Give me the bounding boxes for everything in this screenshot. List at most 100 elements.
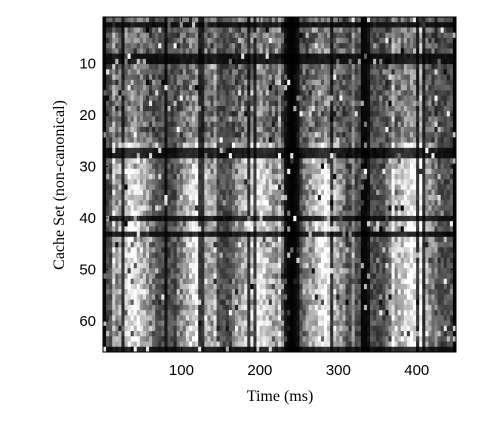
heatmap-cell <box>434 147 438 154</box>
heatmap-cell <box>425 179 429 185</box>
heatmap-cell <box>336 236 340 243</box>
heatmap-cell <box>207 126 211 133</box>
heatmap-cell <box>400 43 405 49</box>
heatmap-cell <box>305 100 310 107</box>
heatmap-cell <box>302 17 306 23</box>
heatmap-cell <box>382 69 386 75</box>
heatmap-cell <box>234 43 239 49</box>
heatmap-cell <box>400 27 405 34</box>
heatmap-cell <box>271 37 276 44</box>
heatmap-cell <box>351 205 356 212</box>
heatmap-cell <box>152 205 156 212</box>
heatmap-cell <box>124 174 128 180</box>
heatmap-cell <box>127 17 132 23</box>
heatmap-cell <box>287 121 291 128</box>
heatmap-cell <box>139 43 144 49</box>
heatmap-cell <box>173 79 178 86</box>
heatmap-cell <box>305 158 310 164</box>
heatmap-cell <box>379 215 383 222</box>
heatmap-cell <box>253 105 257 112</box>
heatmap-cell <box>133 43 138 49</box>
heatmap-cell <box>277 32 282 39</box>
heatmap-cell <box>130 132 135 138</box>
heatmap-cell <box>277 53 282 60</box>
heatmap-cell <box>201 184 205 191</box>
heatmap-cell <box>247 17 251 23</box>
heatmap-cell <box>351 27 356 34</box>
heatmap-cell <box>449 111 454 117</box>
heatmap-cell <box>118 32 122 39</box>
heatmap-cell <box>296 79 300 86</box>
heatmap-cell <box>247 242 251 248</box>
heatmap-cell <box>324 153 328 159</box>
heatmap-cell <box>345 111 349 117</box>
heatmap-cell <box>259 200 264 206</box>
heatmap-cell <box>342 85 346 91</box>
heatmap-cell <box>287 163 291 170</box>
heatmap-cell <box>403 37 408 44</box>
heatmap-cell <box>244 200 248 206</box>
heatmap-cell <box>158 189 162 196</box>
heatmap-cell <box>440 221 445 227</box>
heatmap-cell <box>210 111 214 117</box>
heatmap-cell <box>115 158 119 164</box>
heatmap-cell <box>385 32 389 39</box>
heatmap-cell <box>452 74 457 81</box>
heatmap-cell <box>385 121 389 128</box>
heatmap-cell <box>179 22 184 28</box>
heatmap-cell <box>409 79 414 86</box>
heatmap-cell <box>308 147 313 154</box>
heatmap-cell <box>277 90 282 96</box>
heatmap-cell <box>452 64 457 70</box>
heatmap-cell <box>409 158 414 164</box>
heatmap-cell <box>136 179 141 185</box>
heatmap-cell <box>336 116 340 123</box>
heatmap-cell <box>204 95 208 102</box>
heatmap-cell <box>228 74 233 81</box>
heatmap-cell <box>121 121 125 128</box>
heatmap-cell <box>281 205 285 212</box>
heatmap-cell <box>416 95 420 102</box>
heatmap-cell <box>434 231 438 238</box>
heatmap-cell <box>130 242 135 248</box>
heatmap-cell <box>145 116 150 123</box>
heatmap-cell <box>231 200 236 206</box>
heatmap-cell <box>336 64 340 70</box>
heatmap-cell <box>265 69 270 75</box>
heatmap-cell <box>452 179 457 185</box>
heatmap-cell <box>299 48 303 55</box>
heatmap-cell <box>219 184 224 191</box>
heatmap-cell <box>357 43 362 49</box>
heatmap-cell <box>281 215 285 222</box>
heatmap-cell <box>299 69 303 75</box>
heatmap-cell <box>308 22 313 28</box>
heatmap-cell <box>422 179 426 185</box>
heatmap-cell <box>234 116 239 123</box>
heatmap-cell <box>216 242 221 248</box>
heatmap-cell <box>379 179 383 185</box>
heatmap-cell <box>366 126 371 133</box>
heatmap-cell <box>118 105 122 112</box>
heatmap-cell <box>311 85 316 91</box>
heatmap-cell <box>127 90 132 96</box>
heatmap-cell <box>299 58 303 65</box>
heatmap-cell <box>403 137 408 144</box>
heatmap-cell <box>103 194 107 201</box>
heatmap-cell <box>443 236 448 243</box>
heatmap-cell <box>142 194 147 201</box>
heatmap-cell <box>201 121 205 128</box>
heatmap-cell <box>431 179 435 185</box>
heatmap-cell <box>127 79 132 86</box>
heatmap-cell <box>185 121 190 128</box>
heatmap-cell <box>400 215 405 222</box>
heatmap-cell <box>330 210 334 217</box>
heatmap-cell <box>139 184 144 191</box>
heatmap-cell <box>284 121 288 128</box>
heatmap-cell <box>228 200 233 206</box>
heatmap-cell <box>192 158 196 164</box>
heatmap-cell <box>188 32 193 39</box>
heatmap-cell <box>299 121 303 128</box>
heatmap-cell <box>363 95 368 102</box>
heatmap-cell <box>373 79 377 86</box>
heatmap-cell <box>327 210 331 217</box>
